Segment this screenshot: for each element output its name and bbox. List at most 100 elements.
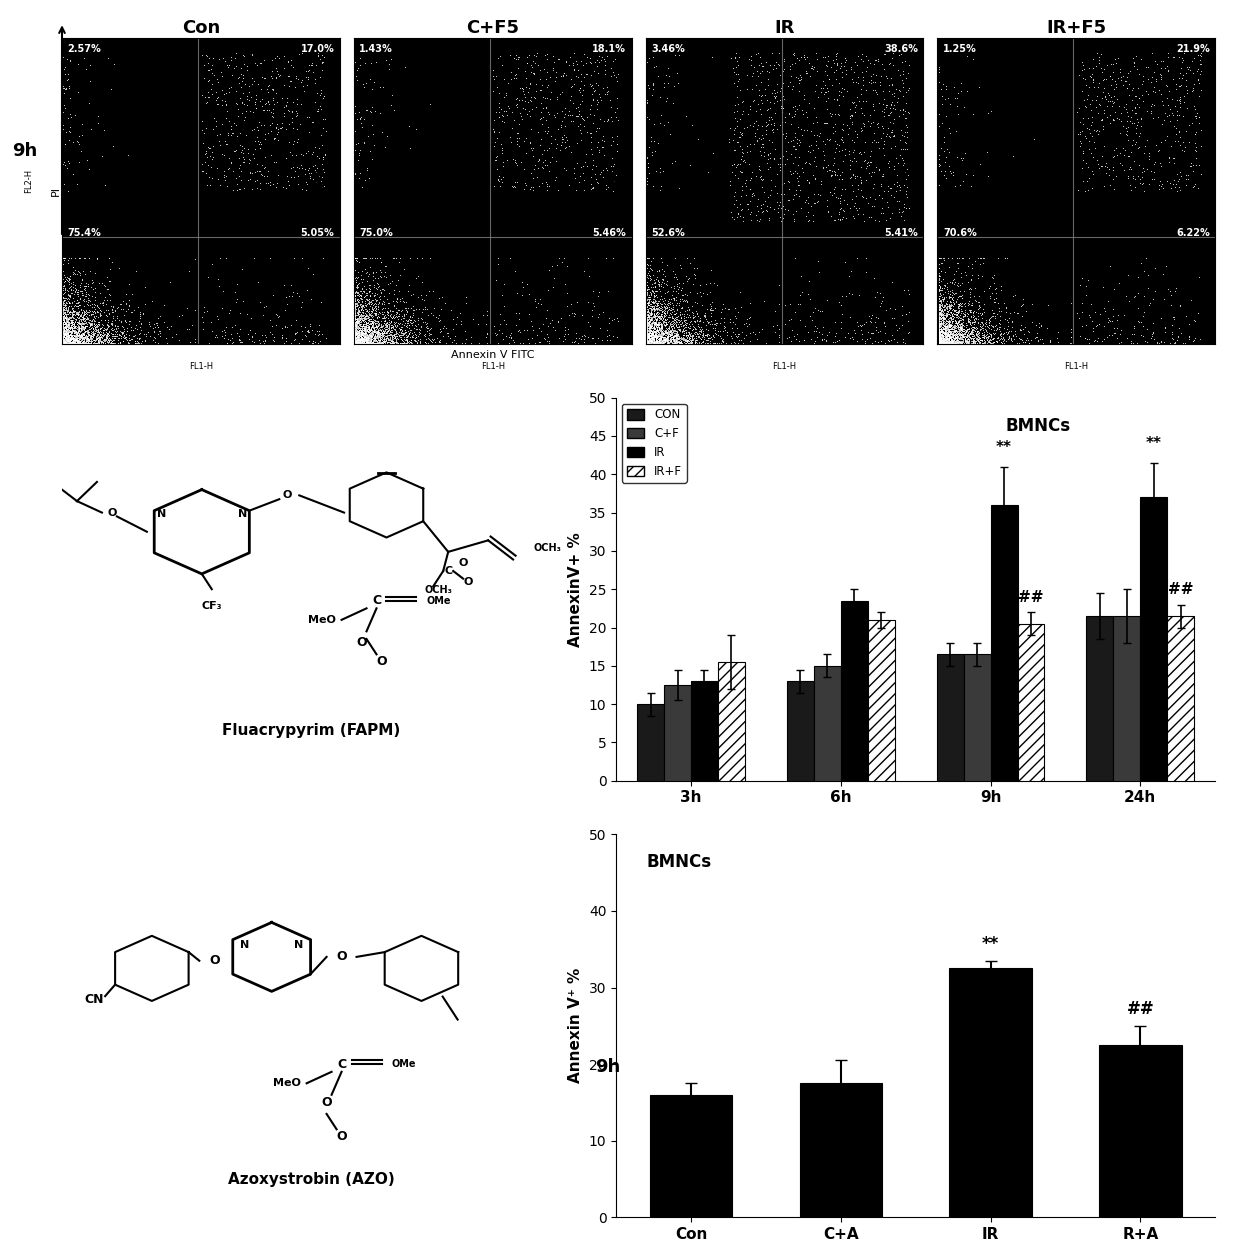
Point <box>652 333 672 353</box>
Point <box>350 325 370 345</box>
Point <box>936 139 956 159</box>
Point <box>53 333 73 353</box>
Text: OMe: OMe <box>392 1059 415 1069</box>
Point <box>590 109 610 129</box>
Point <box>665 151 684 171</box>
Point <box>74 324 94 344</box>
Point <box>71 326 91 346</box>
Point <box>639 315 658 335</box>
Point <box>1104 139 1123 159</box>
Point <box>646 328 666 348</box>
Point <box>791 266 811 286</box>
Point <box>269 48 289 68</box>
Point <box>67 331 87 351</box>
Point <box>637 319 657 339</box>
Point <box>816 331 836 351</box>
Point <box>574 68 594 88</box>
Point <box>350 333 370 353</box>
Point <box>360 280 379 300</box>
Point <box>644 314 663 334</box>
Point <box>365 330 384 350</box>
Point <box>247 55 267 75</box>
Point <box>397 326 417 346</box>
Point <box>802 58 822 78</box>
Point <box>946 323 966 343</box>
Point <box>892 305 911 325</box>
Point <box>345 329 365 349</box>
Point <box>960 314 980 334</box>
Point <box>812 330 832 350</box>
Point <box>1107 89 1127 109</box>
Point <box>356 333 376 353</box>
Point <box>288 132 308 152</box>
Point <box>365 102 384 122</box>
Point <box>382 333 402 353</box>
Point <box>352 328 372 348</box>
Point <box>687 333 707 353</box>
Point <box>945 330 965 350</box>
Point <box>658 325 678 345</box>
Point <box>345 325 365 345</box>
Point <box>649 329 668 349</box>
Point <box>789 68 808 88</box>
Point <box>1126 103 1146 123</box>
Point <box>299 158 319 178</box>
Point <box>946 323 966 343</box>
Point <box>931 285 951 305</box>
Point <box>936 325 956 345</box>
Point <box>936 305 956 325</box>
Point <box>368 295 388 315</box>
Point <box>950 329 970 349</box>
Point <box>830 202 849 222</box>
Point <box>839 118 859 138</box>
Point <box>656 309 676 329</box>
Point <box>564 304 584 324</box>
Point <box>358 326 378 346</box>
Point <box>55 333 74 353</box>
Point <box>348 286 368 306</box>
Point <box>963 164 983 184</box>
Point <box>371 330 391 350</box>
Point <box>351 304 371 324</box>
Point <box>298 280 317 300</box>
Point <box>112 324 131 344</box>
Point <box>863 73 883 93</box>
Point <box>356 315 376 335</box>
Point <box>786 329 806 349</box>
Point <box>967 324 987 344</box>
Point <box>637 321 657 341</box>
Point <box>346 323 366 343</box>
Point <box>697 274 717 294</box>
Point <box>647 321 667 341</box>
Point <box>356 301 376 321</box>
Point <box>353 328 373 348</box>
Point <box>503 330 523 350</box>
Point <box>642 318 662 338</box>
Point <box>60 296 79 316</box>
Point <box>718 300 738 320</box>
Point <box>62 282 82 302</box>
Point <box>71 319 91 339</box>
Point <box>102 302 122 323</box>
Point <box>977 329 997 349</box>
Point <box>874 146 894 166</box>
Point <box>570 329 590 349</box>
Point <box>394 309 414 329</box>
Point <box>671 333 691 353</box>
Point <box>647 310 667 330</box>
Point <box>363 324 383 344</box>
Point <box>422 331 441 351</box>
Point <box>347 329 367 349</box>
Point <box>63 328 83 348</box>
Point <box>945 306 965 326</box>
Point <box>355 319 374 339</box>
Point <box>357 300 377 320</box>
Point <box>365 333 384 353</box>
Point <box>644 321 663 341</box>
Point <box>852 103 872 123</box>
Point <box>366 330 386 350</box>
Point <box>967 319 987 339</box>
Point <box>639 331 658 351</box>
Point <box>646 318 666 338</box>
Point <box>115 328 135 348</box>
